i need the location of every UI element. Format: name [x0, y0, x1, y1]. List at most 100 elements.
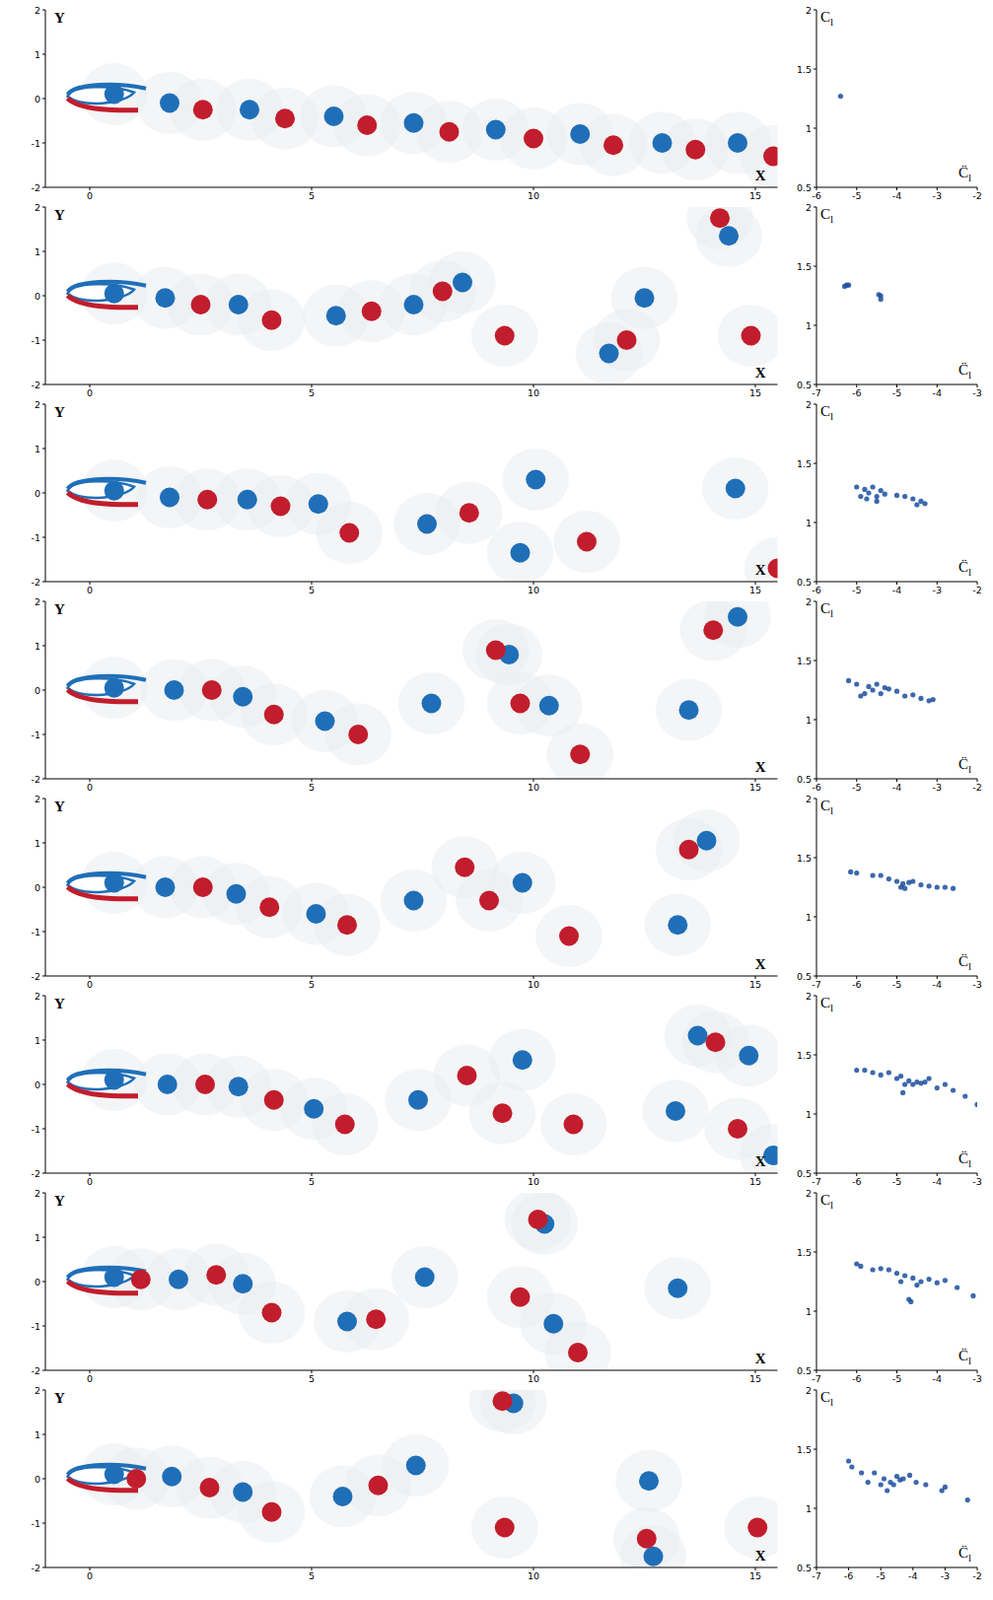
lift-point [918, 696, 923, 702]
vortex [104, 1465, 125, 1486]
lift-point [849, 1464, 854, 1470]
y-tick-label: -2 [31, 1365, 41, 1377]
axis-title: X [755, 956, 767, 973]
y-tick-label: 1.5 [796, 261, 812, 273]
vortex [493, 1103, 513, 1124]
lift-point [910, 496, 916, 501]
vortex [539, 696, 560, 716]
lift-point [900, 881, 906, 887]
flow-panel: 051015-2-1012YX [31, 399, 812, 601]
y-axis [816, 207, 818, 385]
y-tick-label: 2 [805, 793, 812, 805]
y-tick [42, 843, 46, 845]
vortex [155, 877, 176, 898]
vortex-halo [641, 1080, 710, 1143]
lower-shear-layer [68, 295, 140, 308]
vortex [324, 106, 345, 127]
y-tick [813, 187, 817, 189]
lift-point [882, 492, 888, 497]
y-tick-label: 0 [34, 1079, 41, 1091]
y-tick-label: 0 [34, 1474, 41, 1486]
x-tick-label: -3 [932, 190, 942, 202]
vortex [232, 1483, 253, 1503]
y-tick-label: 1 [805, 320, 812, 332]
vortex [685, 140, 706, 160]
y-tick-label: 2 [805, 596, 812, 608]
x-axis [45, 581, 779, 583]
vortex [667, 1278, 688, 1299]
lift-point [950, 886, 956, 892]
y-tick-label: 1 [805, 1306, 812, 1318]
vortex [512, 1050, 533, 1070]
lift-point [874, 494, 880, 499]
vortex [479, 891, 499, 912]
axis-title: Cl [820, 1389, 834, 1409]
lift-point [897, 1478, 903, 1484]
y-tick [42, 1479, 46, 1481]
lift-point [902, 1081, 908, 1087]
vortex [415, 1268, 435, 1288]
vortex [131, 1270, 151, 1290]
x-tick-label: 0 [86, 584, 93, 596]
y-tick [813, 917, 817, 919]
y-tick-label: 0.5 [796, 971, 812, 983]
vortex [525, 470, 546, 491]
y-tick-label: -1 [31, 926, 41, 938]
y-tick-label: 1 [34, 1429, 41, 1441]
vortex [404, 294, 425, 315]
y-tick [813, 1055, 817, 1057]
y-axis [816, 1193, 818, 1371]
x-tick-label: 15 [749, 781, 762, 793]
lift-point [934, 1085, 940, 1091]
vortex-halo [316, 501, 384, 565]
plot-area [68, 809, 741, 968]
vortex [159, 488, 180, 508]
axis-title: X [755, 167, 767, 184]
y-tick [42, 1173, 46, 1175]
vortex [406, 1456, 426, 1477]
vortex-halo [593, 309, 661, 372]
y-tick [813, 601, 817, 603]
y-tick-label: 2 [34, 1385, 41, 1397]
x-tick-label: 0 [86, 979, 93, 991]
x-tick-label: 5 [308, 1373, 315, 1385]
vortex [510, 694, 531, 714]
x-tick-label: -6 [851, 979, 861, 991]
vortex [275, 108, 295, 129]
y-tick [42, 98, 46, 100]
x-tick-label: -4 [892, 190, 902, 202]
y-tick [813, 207, 817, 209]
y-axis [816, 601, 818, 780]
vortex [679, 700, 700, 720]
x-tick-label: 5 [308, 584, 315, 596]
lift-panel: -6-5-4-3-20.511.52ClC̈l [796, 399, 983, 597]
x-tick-label: 10 [527, 190, 540, 202]
vortex [599, 344, 620, 364]
x-tick-label: -5 [892, 387, 902, 399]
y-tick-label: 2 [34, 991, 41, 1002]
axis-title: C̈l [958, 1545, 972, 1564]
x-tick-label: 10 [527, 979, 540, 991]
lift-point [930, 697, 936, 703]
x-axis [45, 779, 779, 781]
y-tick-label: 1 [805, 1503, 812, 1515]
y-tick-label: 1 [34, 838, 41, 850]
vortex [308, 494, 329, 514]
y-tick-label: 1.5 [796, 1444, 812, 1456]
y-tick [42, 1129, 46, 1131]
x-tick-label: 10 [527, 1570, 540, 1582]
vortex-halo [535, 905, 603, 968]
vortex [543, 1314, 564, 1335]
axis-title: X [755, 1153, 767, 1170]
y-tick [42, 1084, 46, 1086]
vortex [262, 310, 283, 331]
lift-panel: -7-6-5-4-3-20.511.52ClC̈l [796, 1385, 983, 1583]
y-tick-label: -1 [31, 532, 41, 544]
y-tick [42, 448, 46, 450]
lift-point [846, 678, 852, 684]
lift-point [906, 880, 912, 886]
vortex [569, 124, 590, 144]
y-tick [42, 1567, 46, 1569]
vortex [326, 305, 347, 326]
x-tick-label: -4 [892, 584, 902, 596]
